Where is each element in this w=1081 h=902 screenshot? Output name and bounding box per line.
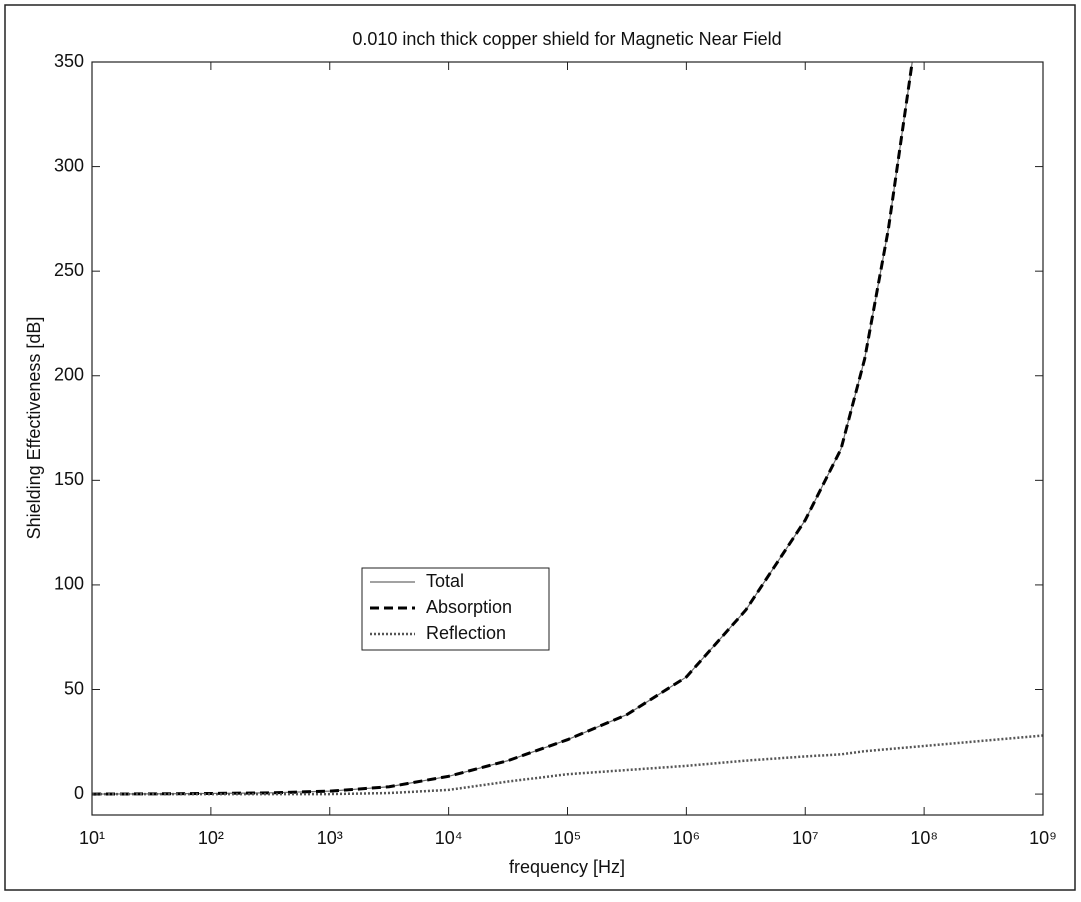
x-axis-label: frequency [Hz] (509, 857, 625, 877)
x-tick-label: 10⁷ (792, 828, 819, 848)
y-tick-label: 0 (74, 783, 84, 803)
chart-title: 0.010 inch thick copper shield for Magne… (352, 29, 781, 49)
outer-frame (4, 4, 1076, 891)
x-tick-label: 10⁶ (673, 828, 700, 848)
legend-label: Absorption (426, 597, 512, 617)
x-tick-label: 10² (198, 828, 224, 848)
x-tick-label: 10¹ (79, 828, 105, 848)
series-line (92, 62, 914, 796)
y-tick-label: 100 (54, 574, 84, 594)
legend-label: Reflection (426, 623, 506, 643)
y-tick-label: 300 (54, 155, 84, 175)
legend: Total Absorption Reflection (361, 567, 550, 651)
x-tick-label: 10⁴ (435, 828, 463, 848)
x-tick-label: 10⁹ (1029, 828, 1057, 848)
y-tick-label: 200 (54, 365, 84, 385)
plot-area (92, 62, 1043, 796)
axes-frame (91, 61, 1044, 816)
x-tick-label: 10⁵ (554, 828, 581, 848)
y-tick-label: 250 (54, 260, 84, 280)
y-tick-label: 150 (54, 469, 84, 489)
y-tick-label: 350 (54, 51, 84, 71)
legend-label: Total (426, 571, 464, 591)
x-tick-label: 10⁸ (910, 828, 938, 848)
y-tick-label: 50 (64, 678, 84, 698)
series-line (92, 734, 1043, 796)
series-line (92, 62, 913, 795)
x-tick-label: 10³ (317, 828, 343, 848)
y-axis-label: Shielding Effectiveness [dB] (24, 317, 44, 540)
